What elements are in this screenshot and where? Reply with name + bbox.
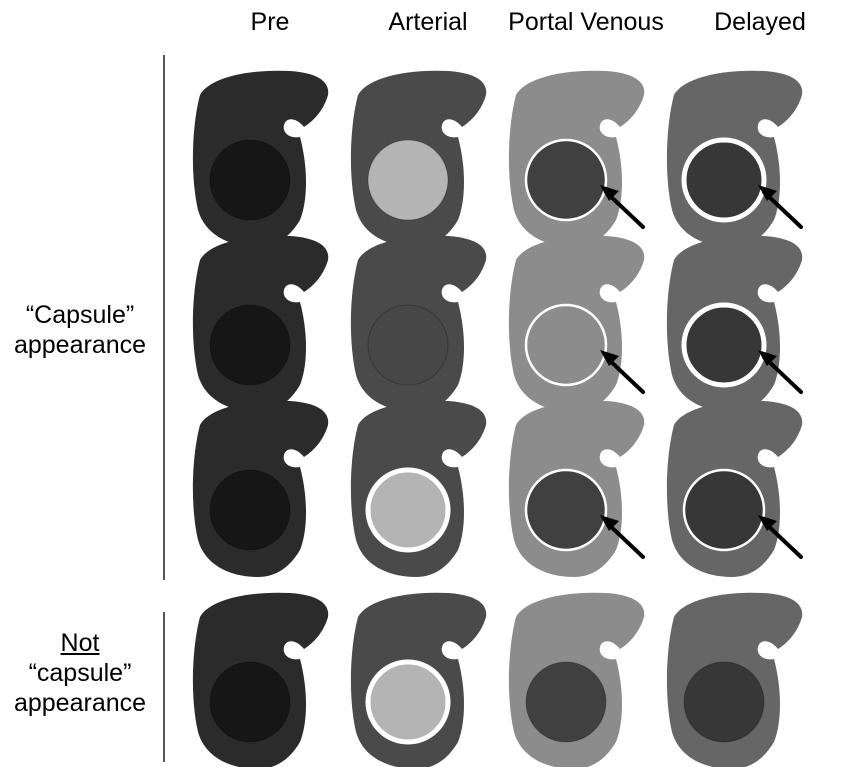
group-label-capsule: “Capsule” appearance [0, 300, 160, 360]
liver-cell-delayed [666, 235, 803, 412]
liver-cell-portal-venous [508, 70, 645, 247]
liver-cell-portal-venous [508, 400, 645, 577]
capsule-arrow-icon [600, 350, 645, 394]
group-divider-not-capsule [163, 612, 165, 762]
lesion-with-capsule [365, 467, 451, 553]
column-header-portal-venous: Portal Venous [508, 8, 664, 36]
liver-cell-delayed [666, 400, 803, 577]
group-label-line: “capsule” [28, 659, 132, 687]
liver-cell-pre [192, 592, 329, 767]
capsule-arrow-icon [758, 185, 803, 229]
lesion-with-capsule [681, 302, 767, 388]
lesion-with-capsule [524, 468, 608, 552]
column-header-delayed: Delayed [714, 8, 806, 36]
liver-cell-arterial [350, 400, 487, 577]
group-label-not-capsule: Not “capsule” appearance [0, 628, 160, 718]
liver-cell-pre [192, 400, 329, 577]
group-divider-capsule [163, 55, 165, 580]
liver-cell-pre [192, 70, 329, 247]
group-label-line: “Capsule” [25, 301, 135, 329]
lesion [367, 139, 449, 221]
lesion [209, 661, 291, 743]
lesion [683, 661, 765, 743]
lesion-with-capsule [365, 659, 451, 745]
capsule-arrow-icon [600, 185, 645, 229]
capsule-arrow-icon [758, 350, 803, 394]
group-label-line: appearance [13, 689, 147, 717]
capsule-arrow-icon [758, 515, 803, 559]
liver-cell-arterial [350, 70, 487, 247]
lesion [367, 304, 449, 386]
lesion-with-capsule [681, 137, 767, 223]
phase-grid [192, 70, 803, 767]
liver-cell-arterial [350, 235, 487, 412]
lesion [525, 661, 607, 743]
liver-cell-delayed [666, 70, 803, 247]
column-header-pre: Pre [250, 8, 290, 36]
lesion [209, 139, 291, 221]
liver-cell-pre [192, 235, 329, 412]
lesion-with-capsule [524, 303, 608, 387]
lesion [209, 469, 291, 551]
lesion-with-capsule [524, 138, 608, 222]
liver-cell-portal-venous [508, 592, 645, 767]
group-label-line: appearance [13, 331, 147, 359]
liver-cell-arterial [350, 592, 487, 767]
lesion-with-capsule [682, 468, 766, 552]
column-header-arterial: Arterial [388, 8, 468, 36]
lesion [209, 304, 291, 386]
group-label-line: Not [60, 629, 100, 657]
liver-cell-portal-venous [508, 235, 645, 412]
capsule-arrow-icon [600, 515, 645, 559]
liver-cell-delayed [666, 592, 803, 767]
